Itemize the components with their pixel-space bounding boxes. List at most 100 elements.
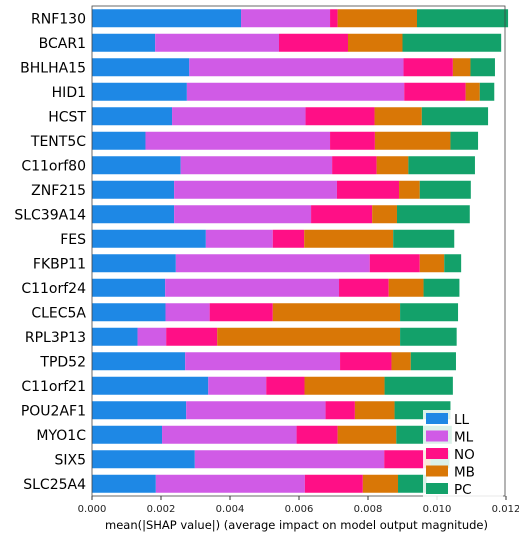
y-tick-label: RPL3P13 [25, 330, 86, 346]
bar-fes-ll [92, 229, 206, 248]
bar-fes-no [272, 229, 305, 248]
legend-swatch-ll [426, 413, 448, 424]
y-tick-label: SIX5 [54, 452, 86, 468]
y-tick-label: FKBP11 [33, 256, 86, 272]
bar-tpd52-ll [92, 352, 186, 371]
bar-rpl3p13-mb [217, 327, 401, 346]
y-tick-label: C11orf80 [21, 158, 86, 174]
bar-slc25a4-ml [155, 474, 305, 493]
bar-slc25a4-mb [362, 474, 399, 493]
bar-hcst-no [305, 107, 375, 126]
bar-c11orf21-pc [384, 376, 453, 395]
bar-hid1-pc [479, 82, 495, 101]
y-tick-label: MYO1C [36, 428, 86, 444]
bar-c11orf80-ml [180, 156, 333, 175]
x-axis-label: mean(|SHAP value|) (average impact on mo… [105, 518, 488, 532]
bar-clec5a-mb [272, 303, 401, 322]
x-tick-label: 0.006 [285, 504, 314, 515]
legend-label-no: NO [454, 447, 475, 463]
bar-tent5c-pc [450, 131, 479, 150]
bar-tent5c-ll [92, 131, 146, 150]
bar-hid1-ll [92, 82, 187, 101]
y-tick-label: HID1 [52, 85, 86, 101]
bar-slc25a4-ll [92, 474, 156, 493]
bar-six5-ll [92, 450, 195, 469]
bar-c11orf21-ll [92, 376, 209, 395]
bar-fes-pc [393, 229, 455, 248]
bar-tent5c-ml [145, 131, 331, 150]
bar-fkbp11-ll [92, 254, 176, 273]
bar-fkbp11-mb [419, 254, 445, 273]
bar-c11orf21-ml [208, 376, 267, 395]
y-tick-label: FES [60, 232, 86, 248]
bar-c11orf80-no [332, 156, 377, 175]
bar-fkbp11-ml [175, 254, 370, 273]
bar-rnf130-no [330, 9, 338, 28]
bar-slc25a4-no [304, 474, 363, 493]
bar-slc39a14-ml [174, 205, 312, 224]
bar-tent5c-no [330, 131, 375, 150]
bar-hid1-ml [186, 82, 405, 101]
bar-tent5c-mb [374, 131, 451, 150]
bar-hid1-no [404, 82, 466, 101]
bar-tpd52-mb [391, 352, 411, 371]
bar-hcst-ml [172, 107, 306, 126]
bar-bhlha15-mb [452, 58, 471, 77]
bar-slc39a14-no [311, 205, 373, 224]
bar-rpl3p13-no [166, 327, 218, 346]
bar-myo1c-ll [92, 425, 163, 444]
bar-pou2af1-mb [354, 401, 395, 420]
legend-swatch-ml [426, 430, 448, 442]
bar-clec5a-no [209, 303, 273, 322]
x-tick-label: 0.010 [423, 504, 452, 515]
y-tick-label: BCAR1 [39, 36, 86, 52]
bar-c11orf24-pc [423, 278, 460, 297]
bar-six5-no [384, 450, 425, 469]
bar-slc39a14-pc [396, 205, 470, 224]
y-tick-label: C11orf21 [21, 379, 86, 395]
y-tick-label: SLC25A4 [23, 477, 86, 493]
x-tick-label: 0.000 [78, 504, 107, 515]
bar-hcst-pc [421, 107, 489, 126]
y-tick-label: POU2AF1 [21, 403, 86, 419]
y-tick-label: RNF130 [31, 11, 86, 27]
bar-c11orf24-mb [388, 278, 424, 297]
bar-znf215-no [336, 180, 400, 199]
y-tick-label: HCST [48, 109, 86, 125]
bar-bhlha15-pc [470, 58, 495, 77]
bar-rnf130-pc [416, 9, 509, 28]
legend-label-pc: PC [454, 482, 472, 498]
bar-pou2af1-ll [92, 401, 187, 420]
bar-znf215-pc [419, 180, 471, 199]
legend-label-ml: ML [454, 430, 474, 446]
y-tick-labels: RNF130 BCAR1 BHLHA15 HID1 HCST TENT5C C11orf80… [14, 11, 86, 493]
bar-tpd52-pc [410, 352, 456, 371]
bar-slc25a4-pc [398, 474, 427, 493]
bar-pou2af1-no [325, 401, 355, 420]
bar-bcar1-ll [92, 33, 156, 52]
x-tick-label: 0.002 [147, 504, 176, 515]
bar-rnf130-ml [241, 9, 331, 28]
x-tick-label: 0.004 [216, 504, 245, 515]
bar-bcar1-ml [155, 33, 279, 52]
bar-hcst-ll [92, 107, 173, 126]
bar-myo1c-no [296, 425, 338, 444]
bar-bhlha15-no [403, 58, 453, 77]
bar-pou2af1-ml [186, 401, 326, 420]
bar-six5-ml [194, 450, 385, 469]
y-tick-label: TPD52 [39, 354, 86, 370]
bar-clec5a-ml [165, 303, 210, 322]
legend-swatch-pc [426, 483, 448, 494]
bar-bhlha15-ml [189, 58, 404, 77]
bar-znf215-ml [174, 180, 337, 199]
bar-c11orf80-mb [376, 156, 409, 175]
bar-bcar1-mb [347, 33, 403, 52]
legend-label-ll: LL [454, 412, 470, 428]
bar-c11orf21-mb [304, 376, 385, 395]
y-tick-label: TENT5C [30, 134, 86, 150]
bar-c11orf24-ll [92, 278, 166, 297]
bar-myo1c-ml [162, 425, 297, 444]
bar-clec5a-pc [400, 303, 459, 322]
